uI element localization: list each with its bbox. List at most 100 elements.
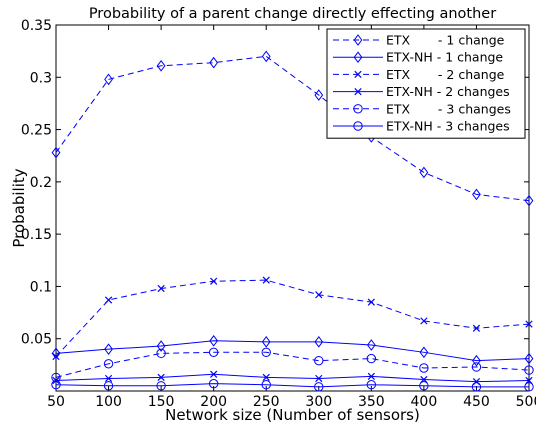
data-point-x-stroke xyxy=(262,276,270,284)
data-point-circle xyxy=(156,348,166,359)
data-point-circle xyxy=(156,381,166,391)
data-point-x-stroke xyxy=(367,298,375,306)
data-point-diamond xyxy=(353,51,363,64)
data-point-x xyxy=(315,374,323,383)
plot-area xyxy=(55,24,530,392)
series-line xyxy=(55,383,529,388)
data-point-diamond xyxy=(353,34,363,46)
series-line xyxy=(55,279,530,357)
data-point-diamond xyxy=(524,352,534,365)
data-point-x-stroke xyxy=(157,284,165,293)
data-point-circle xyxy=(51,380,61,390)
series-line xyxy=(55,55,530,202)
data-point-circle xyxy=(261,380,271,390)
legend-item: ETX - 1 change xyxy=(333,33,505,48)
series-line xyxy=(55,340,530,362)
x-tick-label: 500 xyxy=(516,394,536,410)
series-2 xyxy=(51,334,534,367)
data-point-x xyxy=(210,370,218,378)
data-point-circle xyxy=(419,381,429,391)
data-point-diamond xyxy=(104,73,113,86)
data-point-x xyxy=(104,374,113,383)
series-line xyxy=(55,351,530,378)
series-group xyxy=(51,50,534,392)
y-axis-ticks: 0.05 0.1 0.15 0.2 0.25 0.3 0.35 xyxy=(21,18,529,348)
data-point-x xyxy=(157,284,165,293)
x-tick-label: 200 xyxy=(200,394,227,410)
data-point-x-stroke xyxy=(472,324,481,332)
legend-label: ETX-NH - 3 changes xyxy=(386,119,510,134)
data-point-circle xyxy=(366,353,377,364)
data-point-diamond xyxy=(51,146,61,159)
y-tick-label: 0.15 xyxy=(21,227,52,243)
legend-item: ETX-NH - 3 changes xyxy=(333,119,510,134)
data-point-x xyxy=(210,277,218,285)
data-point-circle xyxy=(419,363,429,373)
data-point-x xyxy=(472,324,481,332)
data-point-circle xyxy=(51,372,61,383)
data-point-diamond xyxy=(472,188,481,201)
data-point-x-stroke xyxy=(104,296,113,304)
data-point-circle xyxy=(471,362,482,372)
data-point-x xyxy=(367,298,375,306)
y-tick-label: 0.2 xyxy=(30,175,52,191)
x-tick-label: 450 xyxy=(463,394,490,410)
x-tick-label: 300 xyxy=(305,394,332,410)
x-tick-label: 250 xyxy=(253,394,280,410)
y-tick-label: 0.35 xyxy=(21,18,52,34)
series-3 xyxy=(52,276,533,361)
legend-item: ETX - 3 changes xyxy=(333,101,511,116)
data-point-x-stroke xyxy=(420,317,428,325)
x-tick-label: 400 xyxy=(411,394,438,410)
y-tick-label: 0.05 xyxy=(21,332,52,348)
data-point-x xyxy=(315,291,323,299)
data-point-x-stroke xyxy=(262,373,270,382)
legend-label: ETX - 2 change xyxy=(386,67,505,82)
data-point-circle xyxy=(524,382,534,392)
data-point-diamond xyxy=(314,336,324,348)
data-point-diamond xyxy=(156,59,166,72)
data-point-x-stroke xyxy=(52,352,60,361)
series-line xyxy=(55,373,530,383)
y-tick-label: 0.1 xyxy=(30,279,52,295)
data-point-x xyxy=(525,320,533,328)
series-4 xyxy=(52,370,533,386)
data-point-circle xyxy=(103,359,114,369)
x-tick-label: 100 xyxy=(95,394,122,410)
plot-frame xyxy=(55,24,530,392)
x-axis-ticks: 50 100 150 200 250 300 350 400 450 500 xyxy=(47,25,536,410)
data-point-circle xyxy=(366,380,377,390)
data-point-circle xyxy=(208,378,219,389)
legend-label: ETX - 1 change xyxy=(386,33,505,48)
data-point-x-stroke xyxy=(157,373,165,382)
legend: ETX - 1 change ETX-NH - 1 change ETX - 2 c… xyxy=(326,28,526,139)
data-point-x xyxy=(420,317,428,325)
data-point-diamond xyxy=(472,354,481,367)
legend-item: ETX-NH - 1 change xyxy=(333,50,503,65)
legend-label: ETX - 3 changes xyxy=(386,101,511,116)
data-point-x-stroke xyxy=(354,87,362,96)
data-point-circle xyxy=(261,347,271,358)
y-axis-title: Probability xyxy=(10,168,28,247)
x-axis-title: Network size (Number of sensors) xyxy=(165,406,420,424)
data-point-circle xyxy=(314,382,324,392)
data-point-x xyxy=(262,276,270,284)
series-5 xyxy=(51,347,534,383)
data-point-diamond xyxy=(419,346,429,359)
data-point-x xyxy=(367,372,375,380)
data-point-circle xyxy=(524,365,534,375)
data-point-circle xyxy=(314,355,324,366)
data-point-circle xyxy=(103,381,114,391)
legend-box xyxy=(326,28,526,139)
data-point-x xyxy=(157,373,165,382)
data-point-diamond xyxy=(366,339,376,351)
data-point-x xyxy=(354,70,362,79)
legend-item: ETX - 2 change xyxy=(333,67,505,82)
data-point-x xyxy=(472,377,481,386)
x-tick-label: 350 xyxy=(358,394,385,410)
data-point-diamond xyxy=(524,194,534,207)
y-tick-label: 0.3 xyxy=(30,70,52,86)
data-point-diamond xyxy=(104,343,113,356)
data-point-x-stroke xyxy=(354,70,362,79)
